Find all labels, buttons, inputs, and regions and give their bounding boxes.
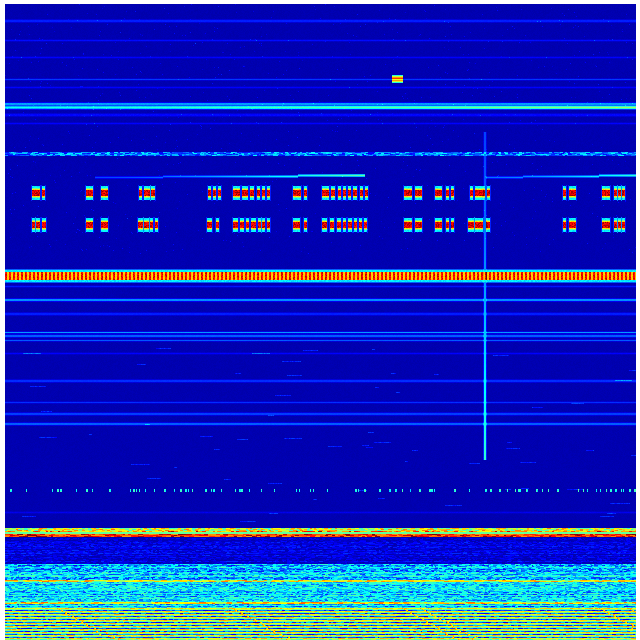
- spectrogram-plot-area[interactable]: [5, 4, 636, 640]
- spectrogram-canvas[interactable]: [5, 4, 636, 640]
